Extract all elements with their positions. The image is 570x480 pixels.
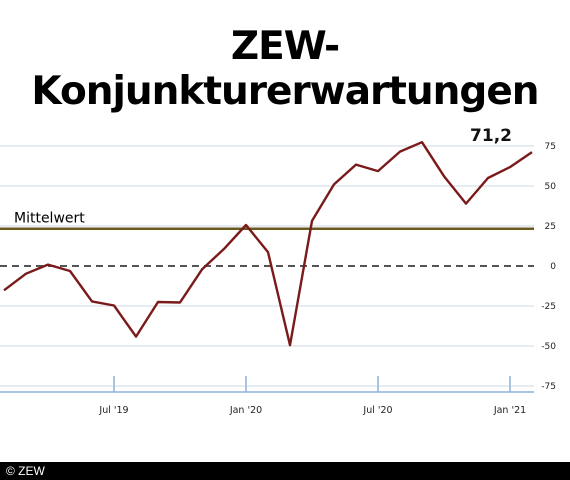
x-tick-label: Jan '20 bbox=[229, 405, 262, 416]
chart-title: ZEW-Konjunkturerwartungen bbox=[31, 24, 539, 114]
x-tick-label: Jul '19 bbox=[98, 405, 128, 416]
series-line bbox=[3, 140, 533, 347]
x-tick-label: Jul '20 bbox=[362, 405, 392, 416]
y-tick-label: -25 bbox=[541, 302, 556, 312]
y-tick-label: 25 bbox=[545, 222, 556, 232]
x-axis: Jul '19 Jan '20 Jul '20 Jan '21 bbox=[0, 376, 534, 416]
grid-lines bbox=[0, 145, 534, 387]
end-value-label: 71,2 bbox=[470, 126, 512, 146]
mean-line-label: Mittelwert bbox=[14, 211, 85, 227]
y-tick-label: -50 bbox=[541, 342, 556, 352]
x-tick-label: Jan '21 bbox=[493, 405, 526, 416]
y-tick-label: -75 bbox=[541, 382, 556, 392]
y-tick-label: 0 bbox=[550, 262, 556, 272]
y-tick-label: 75 bbox=[545, 142, 556, 152]
y-tick-labels: 75 50 25 0 -25 -50 -75 bbox=[541, 142, 556, 392]
series-group bbox=[3, 140, 533, 347]
reference-lines bbox=[0, 227, 534, 267]
copyright-text: © ZEW bbox=[6, 464, 45, 478]
line-chart: 75 50 25 0 -25 -50 -75 Jul '19 Jan '20 Jul '20 Ja… bbox=[0, 126, 556, 416]
copyright-bar: © ZEW bbox=[0, 462, 570, 480]
y-tick-label: 50 bbox=[545, 182, 557, 192]
annotation-labels: Mittelwert 71,2 bbox=[14, 126, 512, 227]
